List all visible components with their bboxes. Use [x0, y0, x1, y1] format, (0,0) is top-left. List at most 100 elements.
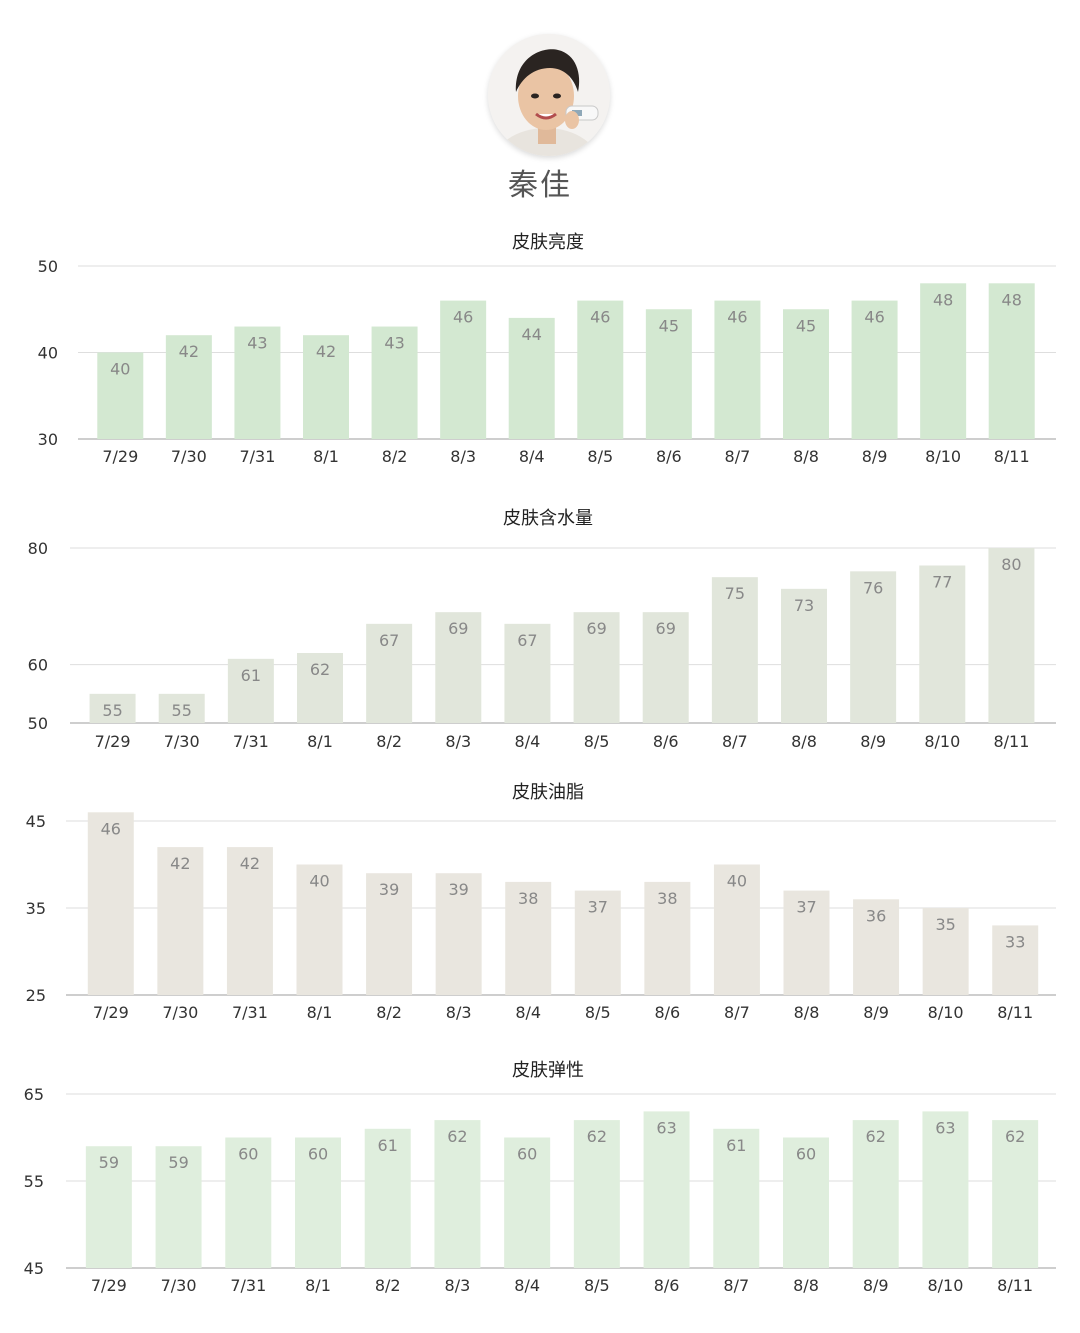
y-tick-label: 45	[26, 812, 46, 831]
x-tick-label: 8/7	[725, 447, 751, 466]
x-tick-label: 8/10	[925, 447, 961, 466]
bar-value-label: 59	[168, 1153, 188, 1172]
x-tick-label: 8/9	[863, 1276, 889, 1295]
bar	[234, 326, 281, 439]
bar	[87, 812, 134, 995]
x-tick-label: 8/6	[654, 1276, 680, 1295]
elasticity-chart-svg: 皮肤弹性 45 55 65 59 7/29 59 7/30 60 7/31 60 8/1 61 8/2 62…	[24, 1060, 1056, 1295]
x-tick-label: 8/2	[376, 732, 402, 751]
bar-value-label: 62	[1005, 1127, 1025, 1146]
bar-value-label: 39	[448, 880, 468, 899]
bar-value-label: 48	[933, 290, 953, 309]
x-tick-label: 8/2	[375, 1276, 401, 1295]
bar	[226, 847, 273, 995]
oil-chart: 皮肤油脂 25 35 45 46 7/29 42 7/30 42 7/31 40 8/1 39 8/2 39…	[0, 770, 1080, 1032]
x-tick-label: 7/31	[239, 447, 275, 466]
x-tick-label: 8/11	[993, 732, 1029, 751]
x-tick-label: 8/4	[515, 1003, 541, 1022]
x-tick-label: 7/31	[233, 732, 269, 751]
x-tick-label: 7/29	[91, 1276, 127, 1295]
bar-value-label: 67	[517, 631, 537, 650]
x-tick-label: 8/5	[584, 732, 610, 751]
bar-value-label: 45	[659, 316, 679, 335]
bar	[642, 612, 689, 723]
bar-value-label: 36	[866, 906, 886, 925]
x-tick-label: 8/1	[307, 732, 333, 751]
bar-value-label: 38	[518, 889, 538, 908]
bar-value-label: 42	[240, 854, 260, 873]
x-tick-label: 8/4	[519, 447, 545, 466]
bar	[435, 873, 482, 995]
x-tick-label: 8/5	[585, 1003, 611, 1022]
x-tick-label: 8/6	[654, 1003, 680, 1022]
bar-value-label: 43	[384, 334, 404, 353]
bar-value-label: 61	[726, 1136, 746, 1155]
bar	[919, 565, 966, 723]
brightness-chart-svg: 皮肤亮度 30 40 50 40 7/29 42 7/30 43 7/31 42 8/1 43 8/2 46…	[38, 232, 1056, 466]
bar	[577, 300, 624, 439]
hydration-chart: 皮肤含水量 50 60 80 55 7/29 55 7/30 61 7/31 62 8/1 67 8/2 6…	[0, 496, 1080, 766]
x-tick-label: 8/8	[794, 1003, 820, 1022]
bar	[711, 577, 758, 723]
x-tick-label: 8/11	[997, 1003, 1033, 1022]
x-tick-label: 8/1	[307, 1003, 333, 1022]
bar-value-label: 42	[316, 342, 336, 361]
bar	[364, 1128, 411, 1268]
bar	[992, 925, 1039, 995]
bar	[922, 908, 969, 995]
bar-value-label: 45	[796, 316, 816, 335]
bar	[97, 352, 144, 439]
bar-value-label: 67	[379, 631, 399, 650]
y-tick-label: 60	[28, 656, 48, 675]
bar	[783, 890, 830, 995]
profile-header: 秦佳	[0, 0, 1080, 215]
bar	[853, 899, 900, 995]
bar	[227, 658, 274, 723]
bar	[155, 1146, 202, 1268]
bar-value-label: 63	[935, 1118, 955, 1137]
bar	[371, 326, 418, 439]
bar-value-label: 38	[657, 889, 677, 908]
bar	[783, 1137, 829, 1268]
bar	[440, 300, 487, 439]
bar	[988, 283, 1035, 439]
hydration-chart-svg: 皮肤含水量 50 60 80 55 7/29 55 7/30 61 7/31 62 8/1 67 8/2 6…	[28, 508, 1056, 751]
bar-value-label: 62	[310, 660, 330, 679]
x-tick-label: 8/9	[862, 447, 888, 466]
x-tick-label: 8/7	[722, 732, 748, 751]
bar-value-label: 48	[1002, 290, 1022, 309]
bar-value-label: 40	[727, 872, 747, 891]
bar-value-label: 59	[99, 1153, 119, 1172]
bar-value-label: 37	[588, 898, 608, 917]
bar-value-label: 42	[179, 342, 199, 361]
chart-title: 皮肤亮度	[512, 232, 584, 253]
y-tick-label: 45	[24, 1259, 44, 1278]
bar	[165, 335, 212, 439]
bar-value-label: 73	[794, 596, 814, 615]
y-tick-label: 35	[26, 899, 46, 918]
x-tick-label: 8/3	[446, 1003, 472, 1022]
x-tick-label: 7/29	[95, 732, 131, 751]
bar-value-label: 80	[1001, 555, 1021, 574]
bar	[434, 1120, 481, 1268]
x-tick-label: 8/9	[863, 1003, 889, 1022]
bar-value-label: 55	[102, 701, 122, 720]
x-tick-label: 8/10	[927, 1276, 963, 1295]
bar	[85, 1146, 132, 1268]
bar	[922, 1111, 969, 1268]
bar	[89, 693, 136, 723]
bar-value-label: 40	[309, 872, 329, 891]
bar-value-label: 61	[241, 666, 261, 685]
chart-title: 皮肤油脂	[512, 782, 584, 803]
bar-value-label: 46	[727, 308, 747, 327]
bar	[920, 283, 967, 439]
y-tick-label: 80	[28, 539, 48, 558]
bar-value-label: 46	[590, 308, 610, 327]
bar-value-label: 62	[866, 1127, 886, 1146]
bar-value-label: 61	[378, 1136, 398, 1155]
bar-value-label: 69	[656, 619, 676, 638]
bar-value-label: 35	[935, 915, 955, 934]
x-tick-label: 8/10	[924, 732, 960, 751]
x-tick-label: 7/30	[171, 447, 207, 466]
bar	[988, 548, 1035, 723]
